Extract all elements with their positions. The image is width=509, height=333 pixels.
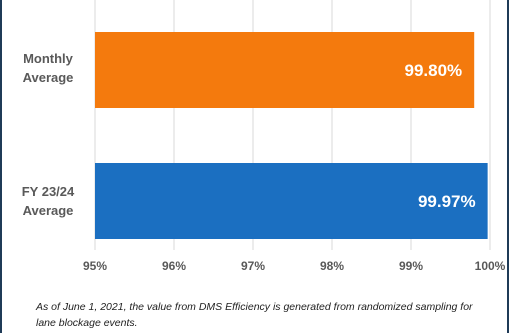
bar-chart: 95% 96% 97% 98% 99% 100% 99.80% 99.97%	[83, 0, 506, 273]
category-label-line: FY 23/24	[21, 184, 75, 199]
data-label: 99.80%	[405, 61, 463, 80]
bar-fy-average	[95, 163, 488, 239]
chart-area: 95% 96% 97% 98% 99% 100% 99.80% 99.97% Monthly …	[8, 0, 506, 273]
category-label-line: Monthly	[23, 51, 73, 66]
x-tick-label: 99%	[399, 259, 423, 273]
category-label-monthly-average: Monthly Average	[8, 49, 88, 87]
x-tick-label: 100%	[475, 259, 506, 273]
data-label: 99.97%	[418, 192, 476, 211]
frame-right-border	[507, 0, 509, 333]
x-tick-label: 97%	[241, 259, 265, 273]
category-label-line: Average	[22, 203, 74, 218]
category-label-line: Average	[22, 70, 74, 85]
footnote: As of June 1, 2021, the value from DMS E…	[36, 301, 473, 329]
category-label-fy-average: FY 23/24 Average	[8, 182, 88, 220]
frame-left-border	[0, 0, 2, 333]
x-tick-label: 95%	[83, 259, 107, 273]
bar-monthly-average	[95, 32, 475, 108]
x-tick-label: 96%	[162, 259, 186, 273]
x-tick-label: 98%	[320, 259, 344, 273]
